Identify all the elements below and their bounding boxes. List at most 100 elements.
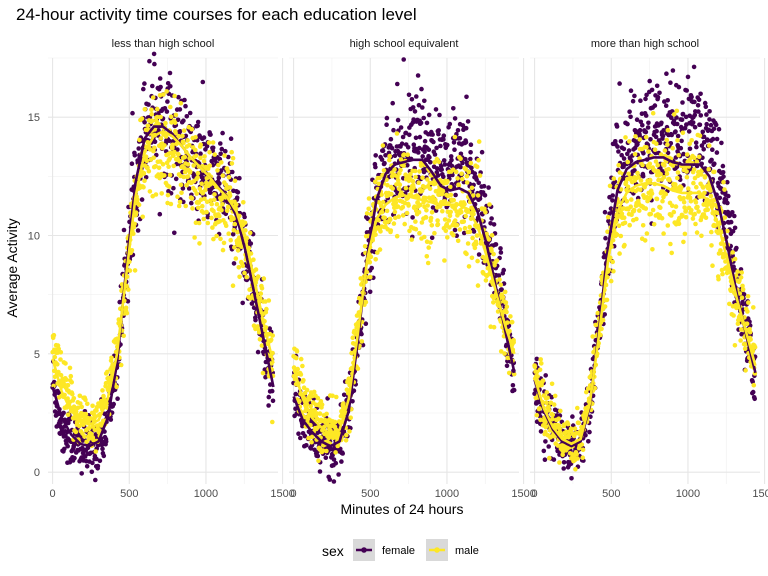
data-point — [665, 150, 671, 156]
data-point — [452, 134, 458, 140]
data-point — [210, 145, 216, 151]
data-point — [226, 154, 231, 160]
data-point — [750, 389, 756, 395]
data-point — [234, 202, 239, 207]
data-point — [437, 112, 442, 118]
data-point — [680, 100, 685, 105]
data-point — [674, 121, 680, 127]
data-point — [315, 453, 321, 459]
data-point — [604, 297, 610, 303]
data-point — [235, 190, 241, 195]
data-point — [195, 119, 201, 125]
data-point — [409, 189, 415, 194]
data-point — [689, 94, 694, 100]
data-point — [610, 198, 615, 203]
data-point — [497, 277, 502, 282]
data-point — [658, 171, 663, 177]
data-point — [509, 319, 515, 325]
data-point — [69, 380, 74, 385]
data-point — [505, 320, 510, 325]
smooth-line-female — [51, 125, 275, 448]
data-point — [212, 197, 217, 202]
data-point — [189, 200, 194, 206]
data-point — [129, 161, 135, 166]
data-point — [487, 202, 492, 207]
data-point — [448, 192, 454, 198]
data-point — [177, 107, 183, 112]
data-point — [210, 140, 216, 145]
data-point — [438, 143, 443, 149]
data-point — [202, 154, 207, 159]
data-point — [132, 268, 138, 273]
data-point — [401, 163, 407, 169]
data-point — [392, 153, 398, 158]
data-point — [312, 407, 318, 413]
data-point — [388, 136, 394, 142]
data-point — [217, 219, 223, 224]
data-point — [115, 396, 120, 402]
data-point — [298, 356, 304, 362]
data-point — [680, 130, 686, 136]
data-point — [226, 174, 232, 180]
data-point — [665, 127, 671, 133]
data-point — [618, 187, 624, 192]
data-point — [696, 109, 701, 114]
data-point — [670, 203, 675, 208]
data-point — [177, 199, 183, 205]
data-point — [653, 134, 659, 140]
data-point — [94, 456, 99, 462]
data-point — [230, 283, 236, 289]
data-point — [293, 391, 299, 397]
data-point — [216, 175, 222, 181]
data-point — [700, 185, 706, 190]
data-point — [696, 209, 701, 214]
data-point — [458, 151, 464, 157]
data-point — [176, 203, 182, 209]
data-point — [408, 171, 413, 177]
data-point — [710, 147, 715, 152]
data-point — [457, 227, 463, 232]
data-point — [550, 416, 555, 422]
data-point — [449, 157, 454, 163]
data-point — [751, 305, 756, 310]
data-point — [258, 291, 264, 296]
data-point — [422, 149, 427, 154]
data-point — [648, 194, 653, 200]
data-point — [654, 141, 659, 146]
data-point — [486, 185, 491, 190]
data-point — [166, 138, 172, 144]
data-point — [629, 197, 634, 202]
data-point — [656, 177, 661, 183]
data-point — [448, 184, 453, 190]
data-point — [181, 199, 186, 205]
data-point — [457, 136, 463, 141]
data-point — [187, 169, 193, 174]
data-point — [675, 175, 680, 181]
data-point — [657, 140, 663, 146]
data-point — [244, 274, 249, 280]
data-point — [595, 310, 601, 316]
data-point — [341, 401, 346, 406]
data-point — [193, 153, 199, 158]
data-point — [144, 158, 150, 164]
data-point — [730, 253, 735, 259]
data-point — [157, 76, 163, 81]
data-point — [141, 171, 147, 176]
data-point — [201, 216, 207, 222]
data-point — [319, 402, 325, 407]
data-point — [137, 137, 142, 143]
data-point — [694, 144, 699, 150]
data-point — [317, 411, 323, 416]
data-point — [208, 198, 213, 203]
data-point — [632, 93, 637, 99]
data-point — [100, 388, 105, 393]
chart-title: 24-hour activity time courses for each e… — [16, 5, 417, 24]
data-point — [380, 148, 386, 154]
data-point — [232, 245, 237, 250]
data-point — [93, 449, 99, 454]
data-point — [61, 410, 66, 416]
data-point — [644, 145, 649, 150]
data-point — [126, 287, 131, 292]
data-point — [637, 133, 642, 139]
data-point — [462, 201, 467, 207]
